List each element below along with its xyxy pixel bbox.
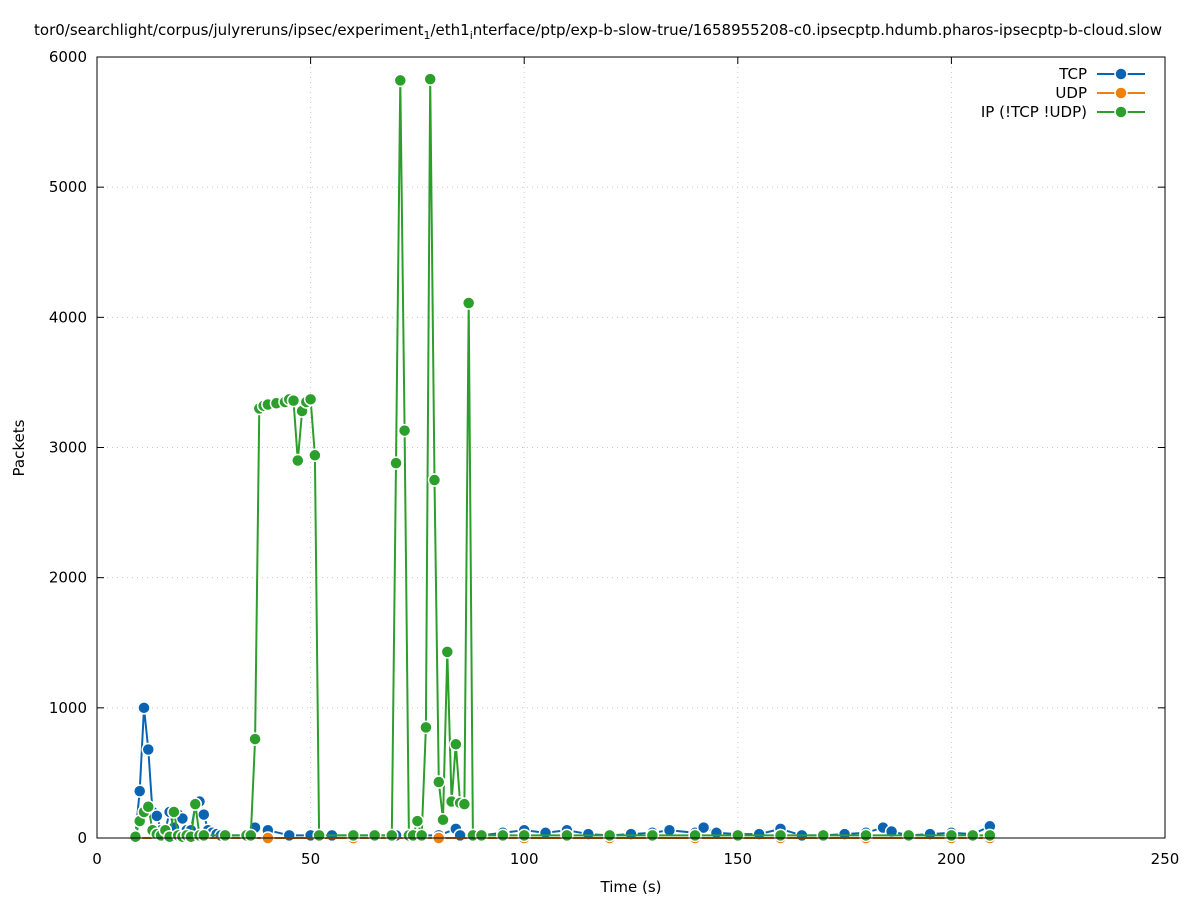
series-line (134, 79, 990, 840)
data-point (141, 800, 156, 814)
data-point (367, 828, 382, 843)
data-point (197, 828, 211, 843)
data-point (389, 456, 403, 470)
grid (97, 57, 1165, 838)
data-point (410, 814, 425, 828)
x-tick-label: 50 (301, 850, 320, 868)
data-point (303, 392, 318, 407)
x-tick-label: 250 (1151, 850, 1180, 868)
x-tick-label: 0 (92, 850, 102, 868)
data-point (816, 828, 830, 843)
series-0 (128, 701, 997, 843)
data-point (346, 828, 361, 843)
legend-label: UDP (1055, 84, 1087, 102)
x-tick-label: 150 (723, 850, 752, 868)
data-point (461, 296, 476, 310)
data-point (688, 828, 702, 843)
data-point (291, 453, 305, 468)
data-point (286, 393, 301, 408)
title-subscript-1: 1 (423, 29, 430, 42)
x-axis-title: Time (s) (600, 878, 662, 896)
title-subscript-2: i (470, 29, 473, 42)
y-tick-label: 3000 (49, 439, 87, 457)
data-point (602, 828, 617, 843)
data-point (432, 775, 446, 789)
data-point (128, 829, 143, 844)
data-point (966, 828, 980, 843)
y-tick-label: 6000 (49, 48, 87, 66)
data-point (397, 423, 412, 438)
data-point (662, 823, 677, 837)
legend-marker (1114, 67, 1128, 81)
data-point (560, 828, 574, 843)
data-point (197, 807, 211, 822)
data-point (709, 826, 724, 840)
data-point (859, 828, 873, 843)
data-point (423, 72, 437, 86)
data-point (731, 828, 745, 843)
chart-title: tor0/searchlight/corpus/julyreruns/ipsec… (34, 21, 1162, 42)
data-point (141, 742, 156, 757)
data-point (188, 797, 203, 811)
series-2 (128, 72, 997, 844)
legend-marker (1114, 86, 1128, 100)
title-part-a: tor0/searchlight/corpus/julyreruns/ipsec… (34, 21, 424, 39)
data-point (218, 828, 232, 843)
data-point (944, 828, 959, 843)
axes: 0 50 100 150 200 250 0 1000 2000 3000 4000 5000 6000 (49, 48, 1180, 868)
data-point (132, 784, 147, 798)
x-tick-label: 100 (510, 850, 539, 868)
data-point (474, 828, 489, 843)
legend-marker (1114, 105, 1128, 119)
data-point (773, 828, 788, 843)
y-tick-label: 5000 (49, 178, 87, 196)
data-point (983, 828, 997, 843)
data-point (427, 473, 442, 487)
y-tick-label: 0 (77, 829, 87, 847)
legend-label: TCP (1058, 65, 1087, 83)
data-point (137, 701, 151, 715)
data-point (393, 73, 408, 88)
data-point (282, 828, 296, 843)
y-tick-label: 4000 (49, 308, 87, 326)
data-point (696, 820, 711, 835)
x-tick-label: 200 (937, 850, 966, 868)
data-point (308, 448, 322, 463)
data-point (496, 828, 510, 843)
data-point (436, 813, 450, 827)
data-point (385, 828, 399, 843)
title-part-b: /eth1 (430, 21, 469, 39)
data-point (457, 797, 472, 811)
series-line (134, 707, 991, 837)
data-point (440, 645, 455, 659)
title-part-c: nterface/ptp/exp-b-slow-true/1658955208-… (473, 21, 1162, 39)
data-point (419, 720, 433, 735)
data-point (167, 805, 181, 819)
data-point (453, 828, 467, 843)
legend-label: IP (!TCP !UDP) (981, 103, 1087, 121)
series-layer (128, 72, 997, 845)
data-point (538, 826, 553, 840)
data-point (244, 828, 258, 843)
data-point (312, 828, 326, 843)
data-point (414, 828, 429, 843)
data-point (449, 737, 463, 752)
y-tick-label: 1000 (49, 699, 87, 717)
y-axis-title: Packets (10, 419, 28, 476)
data-point (645, 828, 660, 843)
y-tick-label: 2000 (49, 569, 87, 587)
plot-frame (96, 56, 1166, 839)
data-point (901, 828, 916, 843)
data-point (248, 732, 262, 746)
data-point (517, 828, 531, 843)
